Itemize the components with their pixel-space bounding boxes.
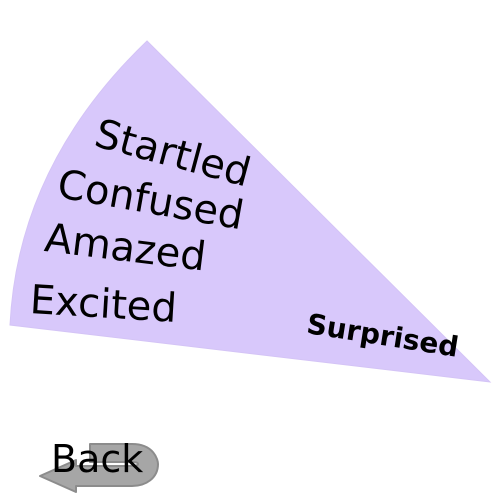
back-label: Back xyxy=(51,437,144,481)
wedge-shape[interactable] xyxy=(9,40,492,383)
emotion-label-excited[interactable]: Excited xyxy=(28,277,179,332)
u-turn-arrow-icon xyxy=(39,443,159,493)
back-button[interactable]: Back xyxy=(36,430,166,496)
